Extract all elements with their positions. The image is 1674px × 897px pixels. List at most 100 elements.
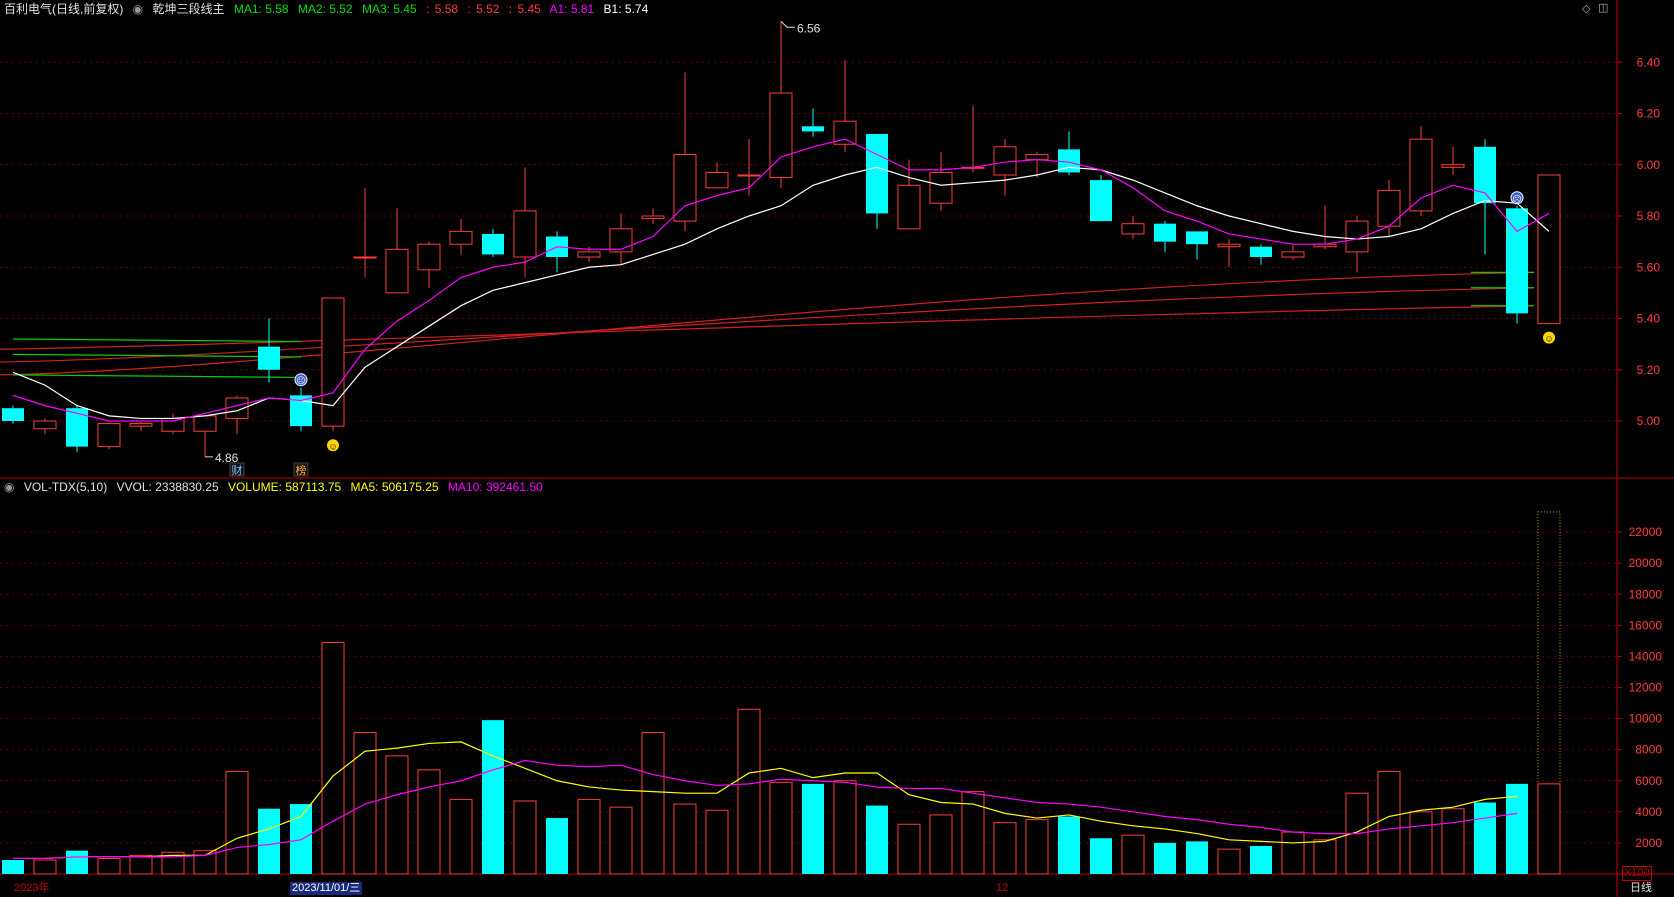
red2-value: 5.52 bbox=[476, 2, 500, 16]
volume-value: VOLUME: 587113.75 bbox=[227, 480, 342, 494]
candle-up bbox=[1025, 154, 1049, 161]
volume-bar-up bbox=[1377, 770, 1401, 875]
candle-down bbox=[866, 134, 888, 214]
candle-down bbox=[1474, 146, 1496, 204]
volume-tick-label: 4000 bbox=[1635, 805, 1662, 819]
high-marker-arrow bbox=[780, 20, 795, 28]
volume-unit-label: X100 bbox=[1622, 866, 1652, 881]
volume-tick-label: 14000 bbox=[1629, 649, 1663, 663]
indicator-name[interactable]: 乾坤三段线主 bbox=[152, 2, 225, 16]
price-tick-label: 5.40 bbox=[1637, 312, 1661, 326]
volume-bar-up bbox=[641, 732, 665, 875]
ma-line-magenta bbox=[12, 138, 1550, 422]
candle-up bbox=[769, 92, 793, 179]
vvol-value: VVOL: 2338830.25 bbox=[116, 480, 219, 494]
candle-up bbox=[705, 171, 729, 189]
volume-ma10-line bbox=[13, 759, 1518, 860]
ma-trend-line-green bbox=[12, 338, 302, 343]
ma1-value: MA1: 5.58 bbox=[233, 2, 289, 16]
b1-value: B1: 5.74 bbox=[603, 2, 649, 16]
volume-bar-up bbox=[705, 809, 729, 875]
candle-down bbox=[1506, 208, 1528, 314]
volume-bar-up bbox=[929, 814, 953, 875]
volume-tick-label: 22000 bbox=[1629, 525, 1663, 539]
volume-bar-down bbox=[1250, 846, 1272, 874]
candle-up bbox=[417, 243, 441, 271]
vol-name[interactable]: VOL-TDX(5,10) bbox=[23, 480, 108, 494]
volume-bar-up bbox=[833, 780, 857, 875]
signal-down-icon bbox=[1510, 191, 1524, 205]
candle-up bbox=[321, 297, 345, 427]
volume-bar-down bbox=[1090, 838, 1112, 874]
volume-tick-label: 20000 bbox=[1629, 556, 1663, 570]
candle-up bbox=[1217, 243, 1241, 248]
volume-bar-down bbox=[546, 818, 568, 874]
volume-tick-label: 2000 bbox=[1635, 836, 1662, 850]
volume-bar-up bbox=[673, 803, 697, 875]
volume-bar-up bbox=[737, 708, 761, 875]
candle-down bbox=[2, 408, 24, 421]
volume-bar-up bbox=[449, 798, 473, 875]
volume-bar-up bbox=[417, 769, 441, 875]
candle-up bbox=[513, 210, 537, 258]
volume-bar-up bbox=[993, 822, 1017, 875]
ma3-value: MA3: 5.45 bbox=[361, 2, 417, 16]
ma-trend-line-red bbox=[0, 287, 1535, 363]
axis-month-label: 12 bbox=[996, 882, 1009, 894]
indicator-toggle-icon[interactable]: ◉ bbox=[132, 2, 144, 16]
candle-up bbox=[129, 423, 153, 427]
low-price-annotation: 4.86 bbox=[215, 451, 239, 465]
volume-bar-down bbox=[2, 860, 24, 874]
signal-smile-icon bbox=[327, 439, 339, 452]
volume-tick-label: 12000 bbox=[1629, 681, 1663, 695]
candle-down bbox=[1186, 231, 1208, 245]
event-tag-list-box bbox=[293, 462, 309, 477]
volume-bar-down bbox=[1154, 842, 1176, 874]
volume-bar-up bbox=[1217, 848, 1241, 875]
candle-up bbox=[193, 415, 217, 432]
volume-bar-up bbox=[1313, 839, 1337, 875]
period-button[interactable]: 日线 bbox=[1630, 882, 1652, 894]
price-tick-label: 6.40 bbox=[1637, 55, 1661, 69]
volume-bar-up bbox=[513, 800, 537, 875]
vol-toggle-icon[interactable]: ◉ bbox=[4, 480, 15, 494]
volume-bar-up bbox=[385, 755, 409, 875]
ma-trend-line-red bbox=[0, 271, 1535, 376]
candle-up bbox=[577, 251, 601, 258]
candle-down bbox=[1090, 180, 1112, 222]
volume-bar-down bbox=[866, 805, 888, 874]
vol-ma5-value: MA5: 506175.25 bbox=[350, 480, 439, 494]
event-tag-finance-box bbox=[229, 462, 245, 477]
candle-up bbox=[385, 248, 409, 294]
diamond-icon[interactable]: ◇ bbox=[1582, 3, 1591, 15]
vol-ma10-value: MA10: 392461.50 bbox=[447, 480, 543, 494]
volume-bar-up bbox=[1409, 811, 1433, 875]
stock-title[interactable]: 百利电气(日线,前复权) bbox=[4, 2, 124, 16]
window-toggle-icon[interactable]: ◫ bbox=[1598, 2, 1609, 14]
svg-text:☺: ☺ bbox=[328, 441, 337, 451]
volume-tick-label: 8000 bbox=[1635, 743, 1662, 757]
volume-bar-up bbox=[897, 823, 921, 875]
price-tick-label: 5.20 bbox=[1637, 363, 1661, 377]
high-price-annotation: 6.56 bbox=[797, 21, 821, 35]
volume-bar-down bbox=[1506, 783, 1528, 874]
volume-bar-down bbox=[66, 850, 88, 874]
volume-bar-up bbox=[225, 770, 249, 875]
volume-bar-down bbox=[290, 804, 312, 874]
candle-up bbox=[673, 154, 697, 222]
ma2-value: MA2: 5.52 bbox=[297, 2, 353, 16]
candle-up bbox=[641, 215, 665, 220]
ma-trend-line-green bbox=[12, 353, 302, 358]
volume-bar-up bbox=[1121, 834, 1145, 875]
price-tick-label: 6.20 bbox=[1637, 107, 1661, 121]
volume-bar-up bbox=[97, 857, 121, 875]
volume-bar-up bbox=[769, 781, 793, 875]
candle-up bbox=[897, 184, 921, 230]
candle-up bbox=[737, 174, 761, 177]
event-tag-list: 榜 bbox=[296, 463, 307, 477]
price-tick-label: 6.00 bbox=[1637, 158, 1661, 172]
red1-value: 5.58 bbox=[434, 2, 459, 16]
candle-down bbox=[1154, 223, 1176, 242]
candle-up bbox=[1281, 251, 1305, 258]
